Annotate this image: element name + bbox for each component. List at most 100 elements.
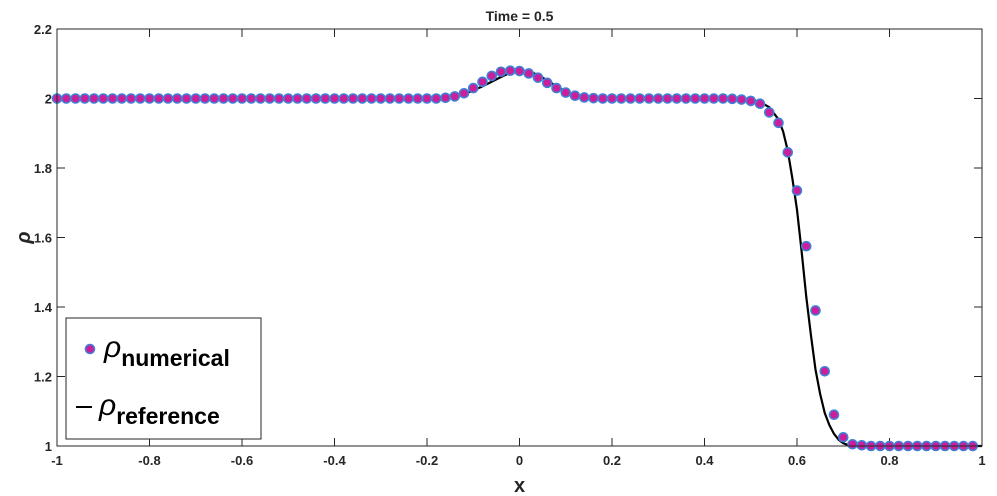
- numerical-point: [190, 93, 202, 104]
- numerical-point: [625, 93, 636, 104]
- numerical-point: [199, 93, 211, 104]
- numerical-point: [236, 93, 248, 104]
- numerical-point: [634, 93, 646, 104]
- numerical-point: [726, 93, 738, 105]
- numerical-point: [60, 93, 72, 104]
- y-tick-label: 2.2: [34, 22, 52, 37]
- numerical-point: [514, 65, 525, 77]
- numerical-point: [615, 93, 627, 104]
- numerical-point: [643, 93, 655, 104]
- numerical-point: [403, 93, 414, 104]
- numerical-point: [107, 93, 118, 104]
- numerical-point: [208, 93, 220, 104]
- chart-title: Time = 0.5: [486, 8, 554, 24]
- numerical-point: [773, 117, 784, 129]
- legend-label-numerical: ρnumerical: [103, 331, 230, 371]
- numerical-point: [551, 82, 562, 94]
- numerical-point: [477, 76, 488, 88]
- numerical-point: [440, 92, 451, 104]
- x-tick-label: -0.2: [416, 453, 438, 468]
- numerical-point: [467, 82, 479, 94]
- numerical-point: [79, 93, 91, 104]
- x-tick-label: 0.2: [603, 453, 621, 468]
- numerical-point: [699, 93, 710, 104]
- numerical-point: [791, 185, 803, 196]
- numerical-point: [689, 93, 701, 104]
- numerical-point: [227, 93, 239, 104]
- numerical-point: [282, 93, 294, 104]
- numerical-point: [97, 93, 109, 104]
- numerical-point: [356, 93, 368, 104]
- numerical-point: [819, 365, 831, 377]
- x-axis-label: x: [514, 475, 525, 496]
- numerical-point: [375, 93, 387, 104]
- numerical-point: [347, 93, 359, 104]
- x-tick-label: 1: [978, 453, 985, 468]
- numerical-point: [523, 68, 535, 79]
- numerical-point: [218, 93, 229, 104]
- legend-symbol-numerical: ρ: [103, 331, 121, 364]
- numerical-point: [329, 93, 340, 104]
- numerical-point: [588, 92, 599, 104]
- numerical-point: [319, 93, 331, 104]
- x-tick-label: 0: [516, 453, 523, 468]
- numerical-point: [736, 94, 747, 105]
- numerical-point: [144, 93, 155, 104]
- numerical-point: [837, 432, 849, 443]
- x-tick-label: 0.8: [880, 453, 898, 468]
- legend: ρnumerical ρreference: [65, 317, 262, 440]
- numerical-point: [763, 107, 775, 118]
- plot-area: [51, 65, 982, 452]
- numerical-point: [856, 440, 868, 451]
- numerical-point: [569, 90, 581, 102]
- legend-marker-numerical: [84, 343, 96, 355]
- numerical-point: [486, 70, 498, 82]
- legend-label-reference: ρreference: [98, 389, 220, 429]
- x-tick-label: -0.6: [231, 453, 253, 468]
- y-tick-label: 1.8: [34, 161, 52, 176]
- numerical-point: [810, 305, 821, 316]
- numerical-point: [578, 92, 590, 103]
- legend-box: [65, 317, 262, 440]
- numerical-point: [412, 93, 424, 104]
- numerical-point: [828, 409, 840, 421]
- x-tick-label: 0.4: [695, 453, 714, 468]
- x-tick-label: -0.4: [323, 453, 346, 468]
- x-tick-label: -0.8: [138, 453, 160, 468]
- numerical-point: [754, 98, 766, 110]
- numerical-point: [153, 93, 165, 104]
- numerical-point: [458, 87, 470, 99]
- numerical-point: [504, 65, 516, 76]
- numerical-point: [597, 93, 609, 104]
- numerical-point: [680, 93, 692, 104]
- numerical-point: [273, 93, 285, 104]
- ticks-layer: -1 -0.8 -0.6 -0.4 -0.2 0 0.2 0.4 0.6 0.8 1 1 1.2 1.4 1…: [34, 22, 986, 468]
- y-axis-label: ρ: [13, 231, 35, 244]
- numerical-point: [125, 93, 137, 104]
- numerical-point: [800, 240, 812, 252]
- numerical-point: [181, 93, 192, 104]
- numerical-point: [70, 93, 81, 104]
- y-tick-label: 1.6: [34, 231, 52, 246]
- axes-box: [56, 28, 983, 447]
- legend-symbol-reference: ρ: [98, 389, 116, 422]
- numerical-point: [532, 72, 544, 83]
- legend-subscript-numerical: numerical: [121, 345, 230, 371]
- numerical-point: [671, 93, 683, 104]
- numerical-point: [116, 93, 128, 104]
- numerical-point: [264, 93, 276, 104]
- numerical-point: [495, 66, 507, 78]
- numerical-point: [384, 93, 396, 104]
- y-tick-label: 1.4: [34, 300, 53, 315]
- numerical-point: [162, 93, 174, 104]
- y-tick-label: 1.2: [34, 370, 52, 385]
- y-tick-label: 2: [45, 92, 52, 107]
- numerical-point: [292, 93, 303, 104]
- numerical-point: [782, 147, 794, 158]
- numerical-point: [366, 93, 377, 104]
- numerical-point: [560, 87, 572, 98]
- x-tick-label: -1: [51, 453, 63, 468]
- numerical-point: [745, 95, 757, 107]
- numerical-point: [662, 93, 673, 104]
